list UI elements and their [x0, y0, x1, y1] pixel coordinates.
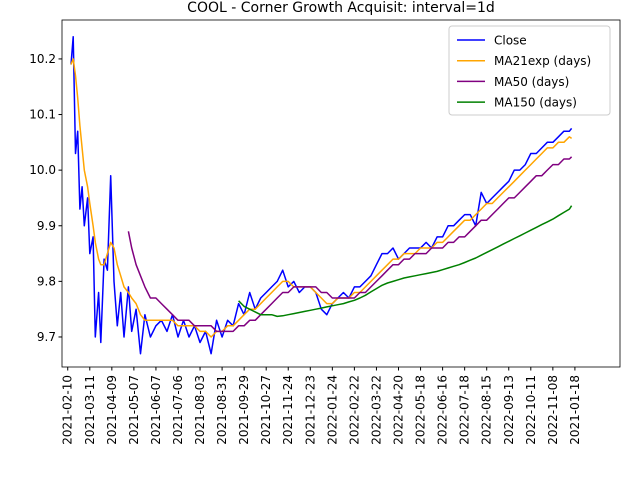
y-tick-label: 10.2 — [29, 52, 56, 66]
series-line — [70, 35, 573, 355]
x-tick-label: 2022-08-15 — [480, 375, 494, 445]
x-tick-label: 2022-10-11 — [524, 375, 538, 445]
y-tick-label: 10.0 — [29, 163, 56, 177]
series-line — [238, 205, 573, 318]
x-tick-label: 2022-09-13 — [502, 375, 516, 445]
legend: Close MA21exp (days) MA50 (days) MA150 (day… — [448, 25, 611, 116]
y-tick-label: 9.9 — [37, 219, 56, 233]
x-tick-label: 2021-04-09 — [105, 375, 119, 445]
chart-title: COOL - Corner Growth Acquisit: interval=… — [187, 0, 495, 16]
x-tick-label: 2022-02-22 — [347, 375, 361, 445]
x-tick-label: 2022-07-18 — [458, 375, 472, 445]
x-tick-label: 2021-08-03 — [193, 375, 207, 445]
y-tick-label: 9.7 — [37, 330, 56, 344]
x-tick-label: 2021-05-07 — [127, 375, 141, 445]
x-tick-label: 2022-05-18 — [414, 375, 428, 445]
x-tick-label: 2022-04-20 — [391, 375, 405, 445]
x-tick-label: 2021-10-27 — [259, 375, 273, 445]
y-tick-label: 9.8 — [37, 274, 56, 288]
legend-label: MA21exp (days) — [494, 54, 591, 68]
x-tick-label: 2022-11-08 — [546, 375, 560, 445]
x-tick-label: 2021-09-29 — [237, 375, 251, 445]
x-tick-label: 2021-01-18 — [568, 375, 582, 445]
x-tick-label: 2021-06-07 — [149, 375, 163, 445]
x-tick-label: 2021-12-23 — [303, 375, 317, 445]
y-tick-label: 10.1 — [29, 108, 56, 122]
x-tick-label: 2022-06-16 — [436, 375, 450, 445]
x-tick-label: 2021-03-11 — [83, 375, 97, 445]
x-tick-label: 2021-02-10 — [61, 375, 75, 445]
legend-label: MA50 (days) — [494, 75, 569, 89]
x-tick-label: 2022-03-22 — [369, 375, 383, 445]
legend-box — [448, 25, 611, 116]
x-tick-label: 2021-08-31 — [215, 375, 229, 445]
x-tick-label: 2022-01-24 — [325, 375, 339, 445]
plot-frame — [61, 19, 621, 368]
legend-label: MA150 (days) — [494, 96, 577, 110]
legend-label: Close — [494, 34, 527, 48]
x-tick-label: 2021-11-24 — [281, 375, 295, 445]
x-tick-label: 2021-07-06 — [171, 375, 185, 445]
series-line — [127, 156, 573, 333]
